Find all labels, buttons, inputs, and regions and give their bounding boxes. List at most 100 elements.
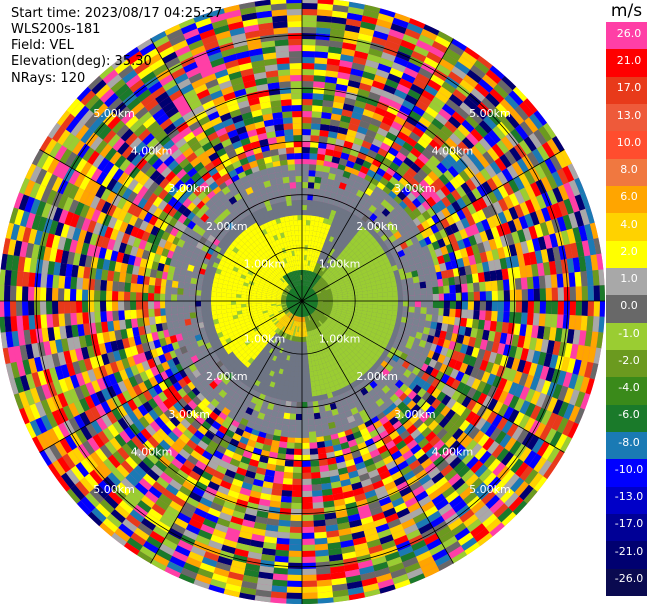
noise-gate: [497, 211, 508, 225]
noise-gate: [94, 301, 101, 312]
noise-gate: [434, 498, 449, 511]
signal-gate: [171, 287, 178, 295]
noise-gate: [202, 518, 217, 529]
noise-gate: [385, 152, 396, 162]
noise-gate: [562, 165, 575, 183]
noise-gate: [150, 559, 167, 571]
noise-gate: [406, 529, 421, 541]
noise-gate: [337, 467, 349, 476]
noise-gate: [139, 545, 156, 560]
noise-gate: [400, 39, 416, 51]
noise-gate: [183, 459, 196, 471]
noise-gate: [569, 286, 576, 301]
noise-gate: [599, 285, 605, 301]
noise-gate: [512, 217, 523, 232]
noise-gate: [241, 430, 252, 440]
noise-gate: [186, 439, 198, 450]
noise-gate: [415, 100, 429, 112]
signal-gate: [188, 295, 196, 301]
noise-gate: [470, 88, 486, 102]
noise-gate: [293, 460, 302, 467]
noise-gate: [204, 430, 215, 441]
noise-gate: [457, 465, 471, 478]
noise-gate: [251, 484, 263, 493]
noise-gate: [404, 562, 421, 574]
signal-gate: [302, 204, 308, 211]
noise-gate: [420, 132, 433, 145]
noise-gate: [136, 275, 144, 285]
noise-gate: [506, 423, 519, 438]
signal-gate: [321, 423, 330, 431]
noise-gate: [201, 556, 218, 568]
noise-gate: [407, 201, 418, 212]
noise-gate: [508, 90, 524, 106]
noise-gate: [452, 499, 467, 513]
noise-gate: [466, 203, 477, 215]
noise-gate: [441, 394, 452, 406]
noise-gate: [485, 340, 494, 352]
signal-gate: [308, 164, 317, 171]
noise-gate: [406, 475, 419, 487]
noise-gate: [546, 247, 555, 262]
noise-gate: [382, 171, 393, 182]
noise-gate: [330, 571, 346, 580]
noise-gate: [333, 95, 346, 104]
noise-gate: [368, 91, 381, 102]
noise-gate: [178, 448, 191, 460]
noise-gate: [46, 274, 54, 288]
noise-gate: [376, 464, 389, 475]
noise-gate: [212, 406, 223, 416]
noise-gate: [364, 489, 377, 499]
noise-gate: [449, 284, 456, 294]
noise-gate: [371, 36, 387, 47]
noise-gate: [288, 45, 302, 52]
noise-gate: [381, 540, 396, 551]
noise-gate: [437, 308, 444, 316]
noise-gate: [286, 153, 295, 160]
noise-gate: [567, 422, 579, 439]
noise-gate: [431, 213, 441, 224]
noise-gate: [371, 511, 386, 522]
signal-gate: [432, 286, 439, 295]
noise-gate: [527, 288, 534, 301]
noise-gate: [286, 9, 302, 16]
noise-gate: [325, 524, 339, 532]
noise-gate: [402, 171, 414, 183]
noise-gate: [451, 241, 460, 252]
noise-gate: [124, 318, 133, 329]
noise-gate: [481, 490, 496, 505]
noise-gate: [336, 461, 347, 470]
noise-gate: [249, 490, 262, 499]
signal-gate: [305, 230, 310, 236]
noise-gate: [302, 3, 318, 10]
noise-gate: [302, 117, 312, 124]
noise-gate: [449, 308, 456, 318]
noise-gate: [412, 485, 426, 497]
noise-gate: [136, 550, 153, 564]
noise-gate: [256, 583, 273, 592]
noise-gate: [369, 429, 379, 439]
noise-gate: [557, 301, 564, 315]
noise-gate: [363, 65, 378, 75]
noise-gate: [546, 189, 558, 205]
noise-gate: [426, 206, 437, 218]
noise-gate: [229, 483, 242, 494]
noise-gate: [454, 173, 466, 186]
noise-gate: [302, 556, 316, 563]
noise-gate: [375, 68, 390, 79]
noise-gate: [427, 420, 439, 432]
noise-gate: [274, 555, 289, 563]
noise-gate: [415, 72, 430, 85]
noise-gate: [546, 412, 558, 429]
noise-gate: [424, 505, 439, 518]
noise-gate: [382, 84, 397, 95]
noise-gate: [524, 469, 539, 485]
noise-gate: [302, 152, 310, 160]
noise-gate: [491, 341, 500, 354]
noise-gate: [499, 154, 512, 169]
noise-gate: [560, 259, 569, 274]
signal-gate: [322, 429, 331, 437]
noise-gate: [426, 375, 436, 385]
noise-gate: [416, 193, 427, 205]
noise-gate: [491, 143, 505, 158]
